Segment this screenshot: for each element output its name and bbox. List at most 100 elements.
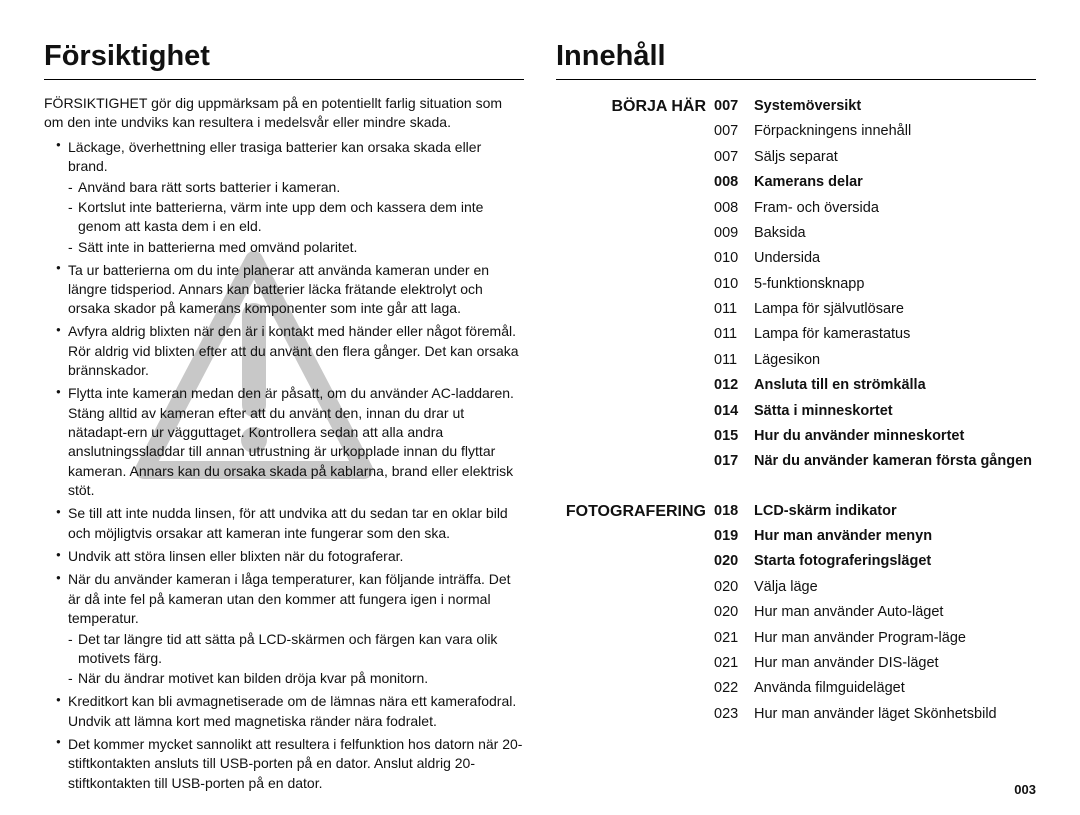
- table-of-contents: BÖRJA HÄR007Systemöversikt007Förpackning…: [556, 94, 1036, 727]
- toc-page: 012: [714, 373, 754, 398]
- toc-section: FOTOGRAFERING018LCD-skärm indikator019Hu…: [556, 499, 1036, 727]
- toc-row: 022Använda filmguideläget: [714, 676, 1036, 701]
- caution-item: Det kommer mycket sannolikt att resulter…: [56, 735, 524, 793]
- toc-page: 020: [714, 549, 754, 574]
- toc-page: 017: [714, 449, 754, 474]
- caution-heading: Försiktighet: [44, 40, 524, 80]
- toc-row: 011Lägesikon: [714, 348, 1036, 373]
- toc-title: Välja läge: [754, 575, 818, 600]
- caution-subitems: Använd bara rätt sorts batterier i kamer…: [68, 178, 524, 256]
- toc-page: 009: [714, 221, 754, 246]
- toc-row: 020Välja läge: [714, 575, 1036, 600]
- page-number: 003: [1014, 782, 1036, 797]
- toc-row: 020Hur man använder Auto-läget: [714, 600, 1036, 625]
- toc-title: Lampa för självutlösare: [754, 297, 904, 322]
- toc-page: 011: [714, 348, 754, 373]
- toc-page: 020: [714, 600, 754, 625]
- caution-item: När du använder kameran i låga temperatu…: [56, 570, 524, 688]
- caution-subitem: När du ändrar motivet kan bilden dröja k…: [68, 669, 524, 688]
- toc-row: 008Fram- och översida: [714, 196, 1036, 221]
- caution-item: Läckage, överhettning eller trasiga batt…: [56, 138, 524, 257]
- toc-title: Hur man använder Program-läge: [754, 626, 966, 651]
- toc-row: 021Hur man använder DIS-läget: [714, 651, 1036, 676]
- right-column: Innehåll BÖRJA HÄR007Systemöversikt007Fö…: [556, 40, 1036, 797]
- caution-item: Undvik att störa linsen eller blixten nä…: [56, 547, 524, 566]
- caution-subitem: Sätt inte in batterierna med omvänd pola…: [68, 238, 524, 257]
- toc-row: 021Hur man använder Program-läge: [714, 626, 1036, 651]
- toc-title: Baksida: [754, 221, 806, 246]
- toc-title: Sätta i minneskortet: [754, 399, 893, 424]
- toc-row: 007Förpackningens innehåll: [714, 119, 1036, 144]
- toc-row: 020Starta fotograferingsläget: [714, 549, 1036, 574]
- toc-section-body: 007Systemöversikt007Förpackningens inneh…: [714, 94, 1036, 475]
- left-column: Försiktighet FÖRSIKTIGHET gör dig uppmär…: [44, 40, 524, 797]
- toc-title: Lampa för kamerastatus: [754, 322, 910, 347]
- toc-title: Använda filmguideläget: [754, 676, 905, 701]
- toc-row: 007Systemöversikt: [714, 94, 1036, 119]
- caution-subitem: Det tar längre tid att sätta på LCD-skär…: [68, 630, 524, 668]
- toc-row: 0105-funktionsknapp: [714, 272, 1036, 297]
- toc-title: Lägesikon: [754, 348, 820, 373]
- contents-heading: Innehåll: [556, 40, 1036, 80]
- caution-subitem: Kortslut inte batterierna, värm inte upp…: [68, 198, 524, 236]
- toc-title: Hur du använder minneskortet: [754, 424, 964, 449]
- caution-item: Se till att inte nudda linsen, för att u…: [56, 504, 524, 543]
- toc-page: 014: [714, 399, 754, 424]
- toc-row: 023Hur man använder läget Skönhetsbild: [714, 702, 1036, 727]
- toc-page: 021: [714, 651, 754, 676]
- toc-page: 007: [714, 94, 754, 119]
- toc-title: Hur man använder menyn: [754, 524, 932, 549]
- toc-title: Säljs separat: [754, 145, 838, 170]
- toc-title: Systemöversikt: [754, 94, 861, 119]
- toc-title: Fram- och översida: [754, 196, 879, 221]
- caution-subitems: Det tar längre tid att sätta på LCD-skär…: [68, 630, 524, 688]
- toc-title: Hur man använder DIS-läget: [754, 651, 939, 676]
- toc-title: Ansluta till en strömkälla: [754, 373, 926, 398]
- toc-row: 017När du använder kameran första gången: [714, 449, 1036, 474]
- toc-title: Hur man använder läget Skönhetsbild: [754, 702, 997, 727]
- caution-item: Kreditkort kan bli avmagnetiserade om de…: [56, 692, 524, 731]
- toc-page: 007: [714, 145, 754, 170]
- toc-page: 021: [714, 626, 754, 651]
- toc-row: 012Ansluta till en strömkälla: [714, 373, 1036, 398]
- toc-title: 5-funktionsknapp: [754, 272, 864, 297]
- toc-row: 014Sätta i minneskortet: [714, 399, 1036, 424]
- caution-item: Flytta inte kameran medan den är påsatt,…: [56, 384, 524, 500]
- toc-section-label: FOTOGRAFERING: [556, 499, 714, 525]
- toc-row: 015Hur du använder minneskortet: [714, 424, 1036, 449]
- toc-title: Starta fotograferingsläget: [754, 549, 931, 574]
- caution-list: Läckage, överhettning eller trasiga batt…: [44, 138, 524, 793]
- toc-title: När du använder kameran första gången: [754, 449, 1032, 474]
- toc-title: Förpackningens innehåll: [754, 119, 911, 144]
- toc-page: 010: [714, 272, 754, 297]
- toc-row: 010Undersida: [714, 246, 1036, 271]
- toc-page: 011: [714, 322, 754, 347]
- toc-page: 019: [714, 524, 754, 549]
- toc-row: 011Lampa för självutlösare: [714, 297, 1036, 322]
- toc-section-label: BÖRJA HÄR: [556, 94, 714, 120]
- toc-page: 010: [714, 246, 754, 271]
- toc-title: Hur man använder Auto-läget: [754, 600, 943, 625]
- toc-page: 018: [714, 499, 754, 524]
- toc-row: 019Hur man använder menyn: [714, 524, 1036, 549]
- toc-page: 015: [714, 424, 754, 449]
- toc-title: LCD-skärm indikator: [754, 499, 897, 524]
- toc-page: 007: [714, 119, 754, 144]
- toc-page: 023: [714, 702, 754, 727]
- toc-page: 011: [714, 297, 754, 322]
- toc-page: 020: [714, 575, 754, 600]
- toc-page: 008: [714, 196, 754, 221]
- toc-section-body: 018LCD-skärm indikator019Hur man använde…: [714, 499, 1036, 727]
- caution-item: Ta ur batterierna om du inte planerar at…: [56, 261, 524, 319]
- toc-row: 007Säljs separat: [714, 145, 1036, 170]
- toc-row: 008Kamerans delar: [714, 170, 1036, 195]
- toc-title: Kamerans delar: [754, 170, 863, 195]
- toc-section: BÖRJA HÄR007Systemöversikt007Förpackning…: [556, 94, 1036, 475]
- caution-intro: FÖRSIKTIGHET gör dig uppmärksam på en po…: [44, 94, 524, 132]
- toc-page: 008: [714, 170, 754, 195]
- toc-row: 011Lampa för kamerastatus: [714, 322, 1036, 347]
- caution-subitem: Använd bara rätt sorts batterier i kamer…: [68, 178, 524, 197]
- manual-page: Försiktighet FÖRSIKTIGHET gör dig uppmär…: [0, 0, 1080, 815]
- toc-page: 022: [714, 676, 754, 701]
- toc-row: 018LCD-skärm indikator: [714, 499, 1036, 524]
